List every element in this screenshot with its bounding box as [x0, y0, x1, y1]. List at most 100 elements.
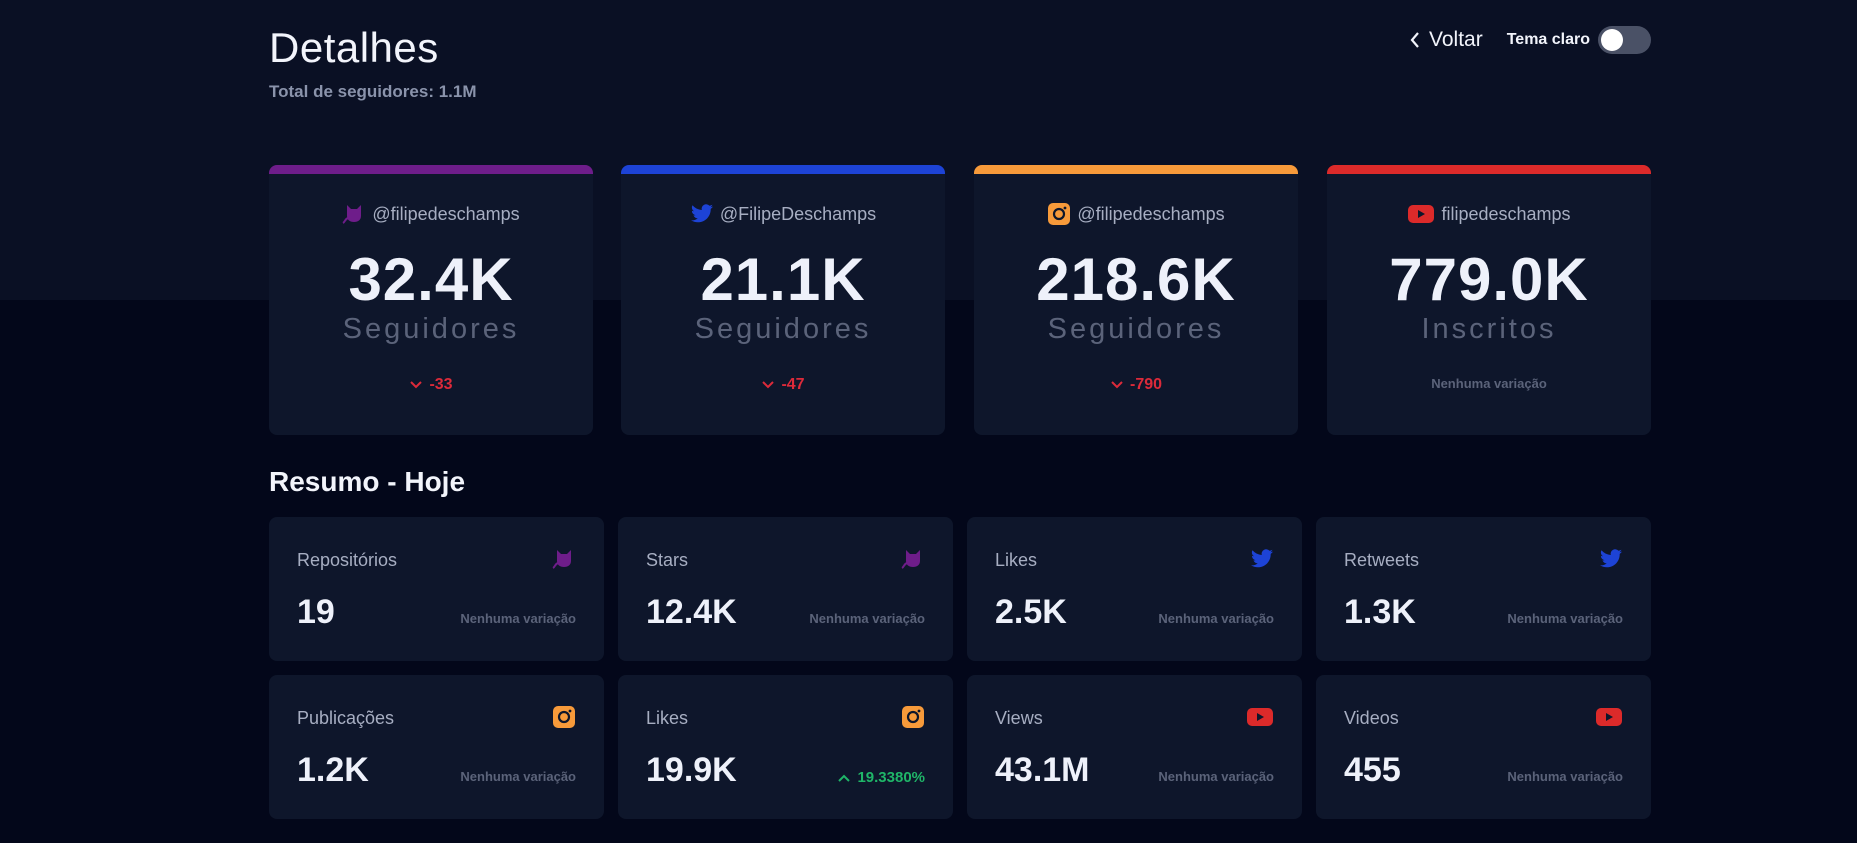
total-followers: Total de seguidores: 1.1M — [269, 82, 477, 101]
summary-card-change: Nenhuma variação — [1507, 769, 1623, 784]
summary-card-value: 19.9K — [646, 751, 737, 789]
summary-card-icon — [901, 705, 925, 734]
follower-card-youtube[interactable]: filipedeschamps 779.0K Inscritos Nenhuma… — [1327, 165, 1651, 435]
twitter-bird-icon — [1251, 549, 1273, 568]
theme-toggle[interactable] — [1598, 26, 1651, 54]
instagram-icon — [1048, 203, 1071, 225]
summary-card-icon — [1250, 547, 1274, 576]
summary-card-value: 12.4K — [646, 593, 737, 631]
card-change: -33 — [269, 376, 593, 394]
summary-card-change-text: Nenhuma variação — [1158, 769, 1274, 784]
chevron-down-icon — [410, 381, 423, 389]
summary-card[interactable]: Likes 19.9K 19.3380% — [618, 675, 953, 819]
summary-card-change: Nenhuma variação — [1507, 611, 1623, 626]
card-follower-count: 21.1K — [700, 246, 866, 313]
summary-card[interactable]: Retweets 1.3K Nenhuma variação — [1316, 517, 1651, 661]
card-change: -47 — [621, 376, 945, 394]
summary-card-icon — [1246, 705, 1274, 734]
card-accent-bar — [1327, 165, 1651, 174]
card-change-text: -790 — [1129, 376, 1163, 393]
summary-card[interactable]: Videos 455 Nenhuma variação — [1316, 675, 1651, 819]
card-follower-count: 218.6K — [1036, 246, 1236, 313]
summary-card-change: Nenhuma variação — [1158, 611, 1274, 626]
back-button[interactable]: Voltar — [1409, 28, 1483, 52]
summary-card[interactable]: Likes 2.5K Nenhuma variação — [967, 517, 1302, 661]
summary-card-value: 19 — [297, 593, 335, 631]
github-octocat-icon — [552, 550, 571, 569]
card-accent-bar — [974, 165, 1298, 174]
instagram-icon — [553, 706, 575, 728]
summary-card-icon — [552, 547, 576, 576]
card-follower-count: 32.4K — [348, 246, 514, 313]
summary-card-change: Nenhuma variação — [460, 769, 576, 784]
summary-card[interactable]: Views 43.1M Nenhuma variação — [967, 675, 1302, 819]
card-accent-bar — [621, 165, 945, 174]
summary-card[interactable]: Publicações 1.2K Nenhuma variação — [269, 675, 604, 819]
chevron-up-icon — [838, 774, 851, 782]
summary-card[interactable]: Stars 12.4K Nenhuma variação — [618, 517, 953, 661]
summary-card-label: Likes — [646, 708, 689, 728]
youtube-icon — [1408, 205, 1435, 223]
summary-card-change-text: Nenhuma variação — [1507, 769, 1623, 784]
summary-card-label: Retweets — [1344, 550, 1420, 570]
summary-card-change-text: Nenhuma variação — [809, 611, 925, 626]
summary-card-label: Repositórios — [297, 550, 398, 570]
twitter-bird-icon — [690, 204, 713, 223]
card-change: -790 — [974, 376, 1298, 394]
summary-card-value: 1.2K — [297, 751, 369, 789]
card-handle-text: @filipedeschamps — [1077, 203, 1225, 224]
instagram-icon — [902, 706, 924, 728]
card-count-label: Inscritos — [1421, 313, 1557, 345]
card-count-label: Seguidores — [694, 313, 872, 345]
follower-cards: @filipedeschamps 32.4K Seguidores -33 @F… — [269, 165, 1651, 435]
summary-card-label: Publicações — [297, 708, 395, 728]
summary-card-change: 19.3380% — [837, 769, 925, 786]
card-handle: filipedeschamps — [1327, 202, 1651, 226]
summary-card-label: Videos — [1344, 708, 1399, 728]
card-change-text: Nenhuma variação — [1431, 376, 1547, 391]
page-header: Detalhes Total de seguidores: 1.1M — [269, 24, 1651, 114]
card-change-text: -47 — [781, 376, 805, 393]
follower-card-twitter[interactable]: @FilipeDeschamps 21.1K Seguidores -47 — [621, 165, 945, 435]
summary-card-change: Nenhuma variação — [809, 611, 925, 626]
summary-card-value: 43.1M — [995, 751, 1090, 789]
card-count-label: Seguidores — [342, 313, 520, 345]
card-count-label: Seguidores — [1047, 313, 1225, 345]
summary-card-change-text: Nenhuma variação — [1158, 611, 1274, 626]
summary-card-change-text: Nenhuma variação — [460, 769, 576, 784]
back-button-label: Voltar — [1429, 28, 1483, 51]
chevron-down-icon — [1111, 381, 1123, 389]
summary-card-change: Nenhuma variação — [1158, 769, 1274, 784]
card-handle-text: filipedeschamps — [1441, 203, 1571, 224]
summary-card-change: Nenhuma variação — [460, 611, 576, 626]
card-handle-text: @filipedeschamps — [372, 203, 520, 224]
card-handle-text: @FilipeDeschamps — [719, 203, 877, 224]
summary-card[interactable]: Repositórios 19 Nenhuma variação — [269, 517, 604, 661]
summary-card-icon — [901, 547, 925, 576]
summary-card-value: 2.5K — [995, 593, 1067, 631]
summary-card-value: 1.3K — [1344, 593, 1416, 631]
summary-card-change-text: 19.3380% — [857, 769, 925, 786]
summary-card-change-text: Nenhuma variação — [460, 611, 576, 626]
summary-card-label: Stars — [646, 550, 689, 570]
github-octocat-icon — [901, 550, 920, 569]
github-octocat-icon — [342, 205, 362, 224]
summary-card-change-text: Nenhuma variação — [1507, 611, 1623, 626]
card-handle: @filipedeschamps — [269, 202, 593, 226]
card-handle: @filipedeschamps — [974, 202, 1298, 226]
card-handle: @FilipeDeschamps — [621, 202, 945, 226]
summary-card-icon — [1599, 547, 1623, 576]
page-container: Detalhes Total de seguidores: 1.1M Volta… — [269, 0, 1651, 843]
theme-toggle-knob — [1601, 29, 1623, 51]
summary-card-value: 455 — [1344, 751, 1401, 789]
follower-card-github[interactable]: @filipedeschamps 32.4K Seguidores -33 — [269, 165, 593, 435]
follower-card-instagram[interactable]: @filipedeschamps 218.6K Seguidores -790 — [974, 165, 1298, 435]
chevron-down-icon — [762, 381, 775, 389]
summary-card-label: Likes — [995, 550, 1038, 570]
header-actions: Voltar Tema claro — [1409, 24, 1651, 56]
card-change-text: -33 — [429, 376, 453, 393]
youtube-icon — [1596, 708, 1622, 726]
card-follower-count: 779.0K — [1389, 246, 1589, 313]
card-change: Nenhuma variação — [1327, 376, 1651, 391]
summary-title: Resumo - Hoje — [269, 466, 466, 497]
